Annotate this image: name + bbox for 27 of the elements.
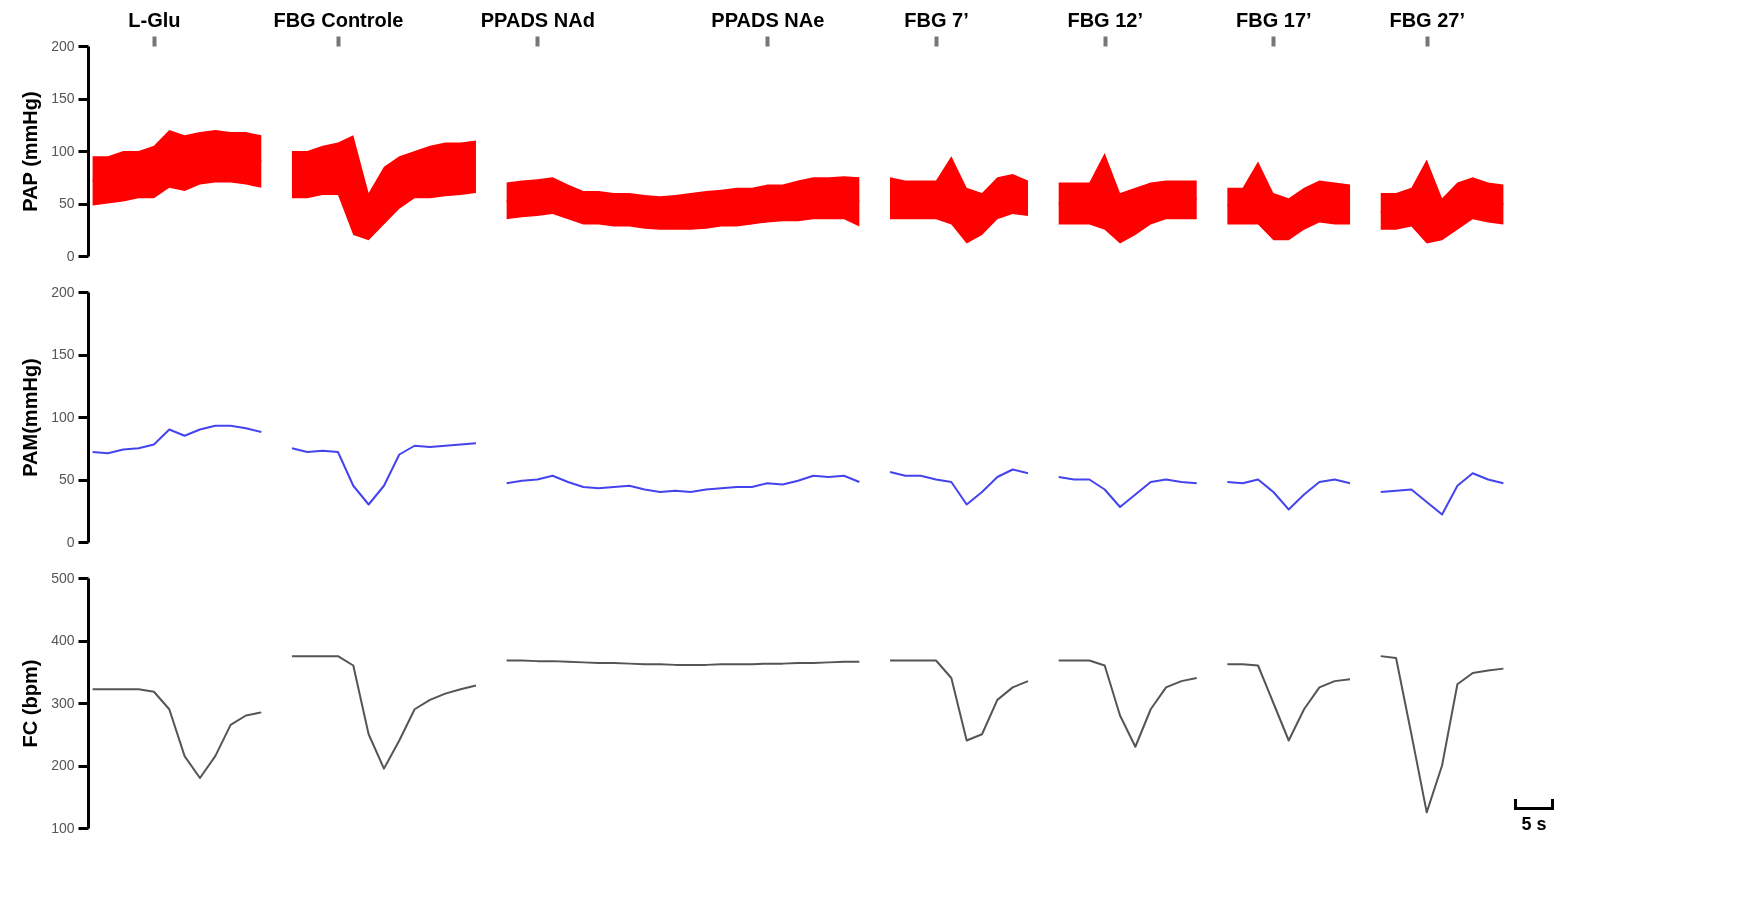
- y-tick-label: 100: [51, 142, 75, 159]
- y-tick-label: 0: [66, 247, 75, 264]
- y-axis-title: PAP (mmHg): [19, 91, 42, 212]
- y-tick-label: 100: [51, 819, 75, 836]
- y-tick-label: 50: [58, 195, 75, 211]
- x-tick-label: FBG 12’: [1067, 8, 1143, 31]
- y-tick-label: 200: [51, 757, 75, 773]
- y-axis-title: PAM(mmHg): [19, 358, 42, 477]
- y-tick-label: 150: [51, 346, 75, 362]
- y-tick-label: 150: [51, 90, 75, 106]
- x-tick-label: FBG 27’: [1389, 8, 1466, 31]
- x-tick-label: FBG 7’: [904, 8, 969, 31]
- y-tick-label: 500: [51, 569, 75, 586]
- y-tick-label: 100: [51, 408, 75, 425]
- y-tick-label: 50: [58, 471, 75, 487]
- text: 5 s: [1520, 814, 1548, 835]
- y-tick-label: 400: [51, 632, 75, 648]
- y-axis-title: FC (bpm): [19, 659, 42, 748]
- y-tick-label: 200: [51, 283, 75, 300]
- x-tick-label: FBG Controle: [273, 8, 404, 31]
- x-tick-label: FBG 17’: [1236, 8, 1312, 31]
- x-tick-label: PPADS NAd: [480, 8, 595, 31]
- y-tick-label: 300: [51, 694, 75, 711]
- y-tick-label: 0: [66, 533, 75, 550]
- y-tick-label: 200: [51, 37, 75, 54]
- x-tick-label: PPADS NAe: [711, 8, 825, 31]
- x-tick-label: L-Glu: [128, 8, 181, 31]
